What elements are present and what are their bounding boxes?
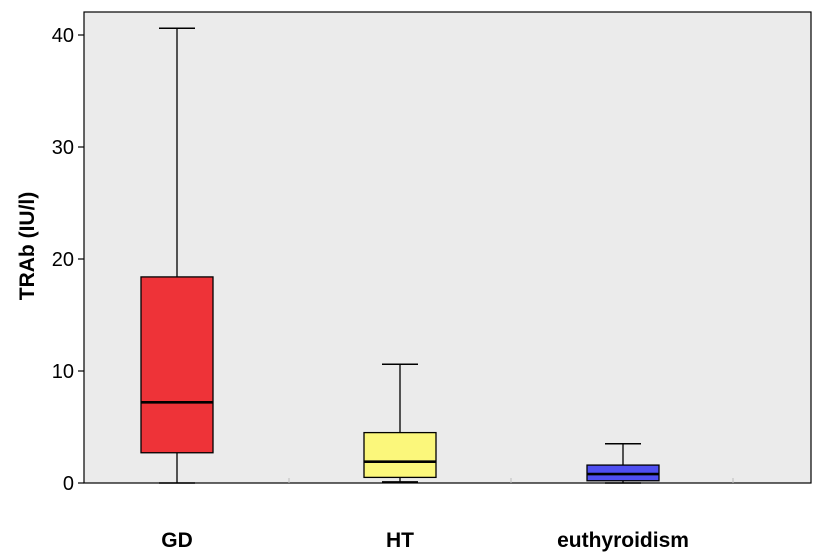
y-tick-label: 0: [63, 473, 74, 495]
x-axis: GD HT euthyroidism: [161, 478, 734, 552]
y-tick-label: 30: [52, 137, 74, 159]
box-euthyroidism: [586, 443, 660, 484]
iqr-box: [140, 276, 214, 454]
iqr-box: [363, 431, 437, 479]
y-axis: 0 10 20 30 40: [52, 25, 84, 495]
x-category-label: euthyroidism: [557, 529, 689, 552]
box-ht: [363, 363, 437, 483]
y-tick-label: 10: [52, 361, 74, 383]
x-category-label: GD: [161, 529, 193, 552]
x-category-label: HT: [386, 529, 414, 552]
boxes: [140, 27, 660, 484]
box-gd: [140, 27, 214, 484]
y-tick-label: 20: [52, 249, 74, 271]
y-tick-label: 40: [52, 25, 74, 47]
y-axis-title: TRAb (IU/l): [16, 192, 39, 300]
